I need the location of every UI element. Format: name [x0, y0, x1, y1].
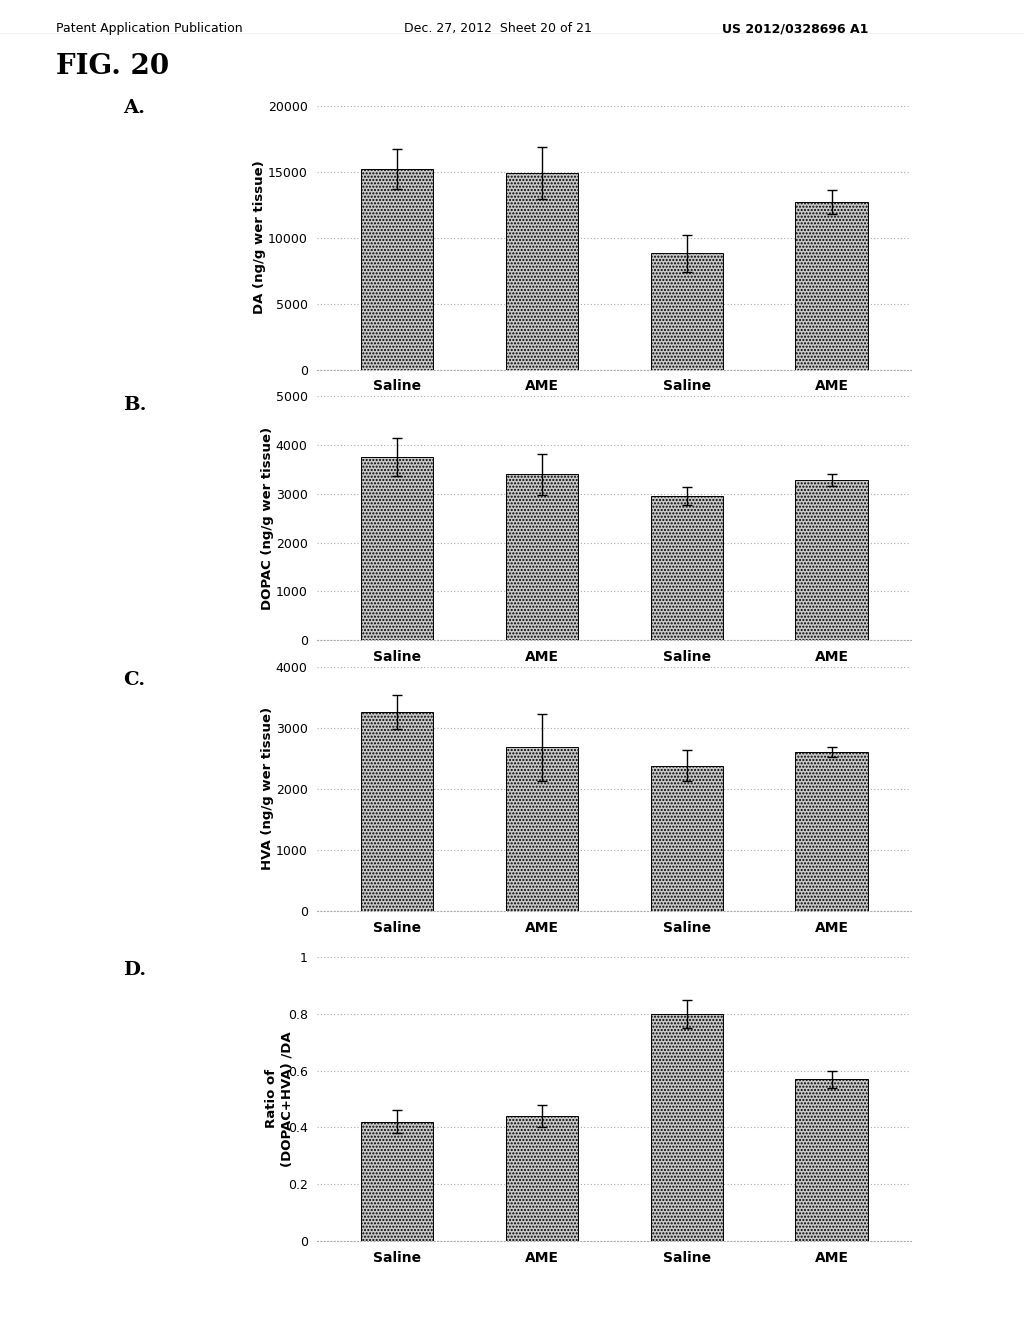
Bar: [360, 457, 433, 640]
Bar: [796, 202, 868, 370]
Bar: [650, 496, 723, 640]
Text: Patent Application Publication: Patent Application Publication: [56, 22, 243, 36]
Bar: [650, 766, 723, 911]
Bar: [506, 1115, 579, 1241]
Bar: [650, 1014, 723, 1241]
Bar: [796, 480, 868, 640]
Y-axis label: Ratio of
(DOPAC+HVA) /DA: Ratio of (DOPAC+HVA) /DA: [265, 1031, 294, 1167]
Text: B.: B.: [123, 396, 146, 414]
Bar: [506, 474, 579, 640]
Bar: [360, 713, 433, 911]
Bar: [506, 747, 579, 911]
Bar: [360, 169, 433, 370]
Y-axis label: DOPAC (ng/g wer tissue): DOPAC (ng/g wer tissue): [261, 426, 273, 610]
Text: D.: D.: [123, 961, 146, 979]
Text: C.: C.: [123, 671, 145, 689]
Bar: [360, 1122, 433, 1241]
Text: FIG. 20: FIG. 20: [56, 53, 169, 79]
Bar: [650, 253, 723, 370]
Text: Dec. 27, 2012  Sheet 20 of 21: Dec. 27, 2012 Sheet 20 of 21: [404, 22, 592, 36]
Bar: [796, 1078, 868, 1241]
Y-axis label: HVA (ng/g wer tissue): HVA (ng/g wer tissue): [261, 708, 274, 870]
Bar: [506, 173, 579, 370]
Text: A.: A.: [123, 99, 144, 117]
Y-axis label: DA (ng/g wer tissue): DA (ng/g wer tissue): [253, 161, 266, 314]
Text: US 2012/0328696 A1: US 2012/0328696 A1: [722, 22, 868, 36]
Bar: [796, 752, 868, 911]
